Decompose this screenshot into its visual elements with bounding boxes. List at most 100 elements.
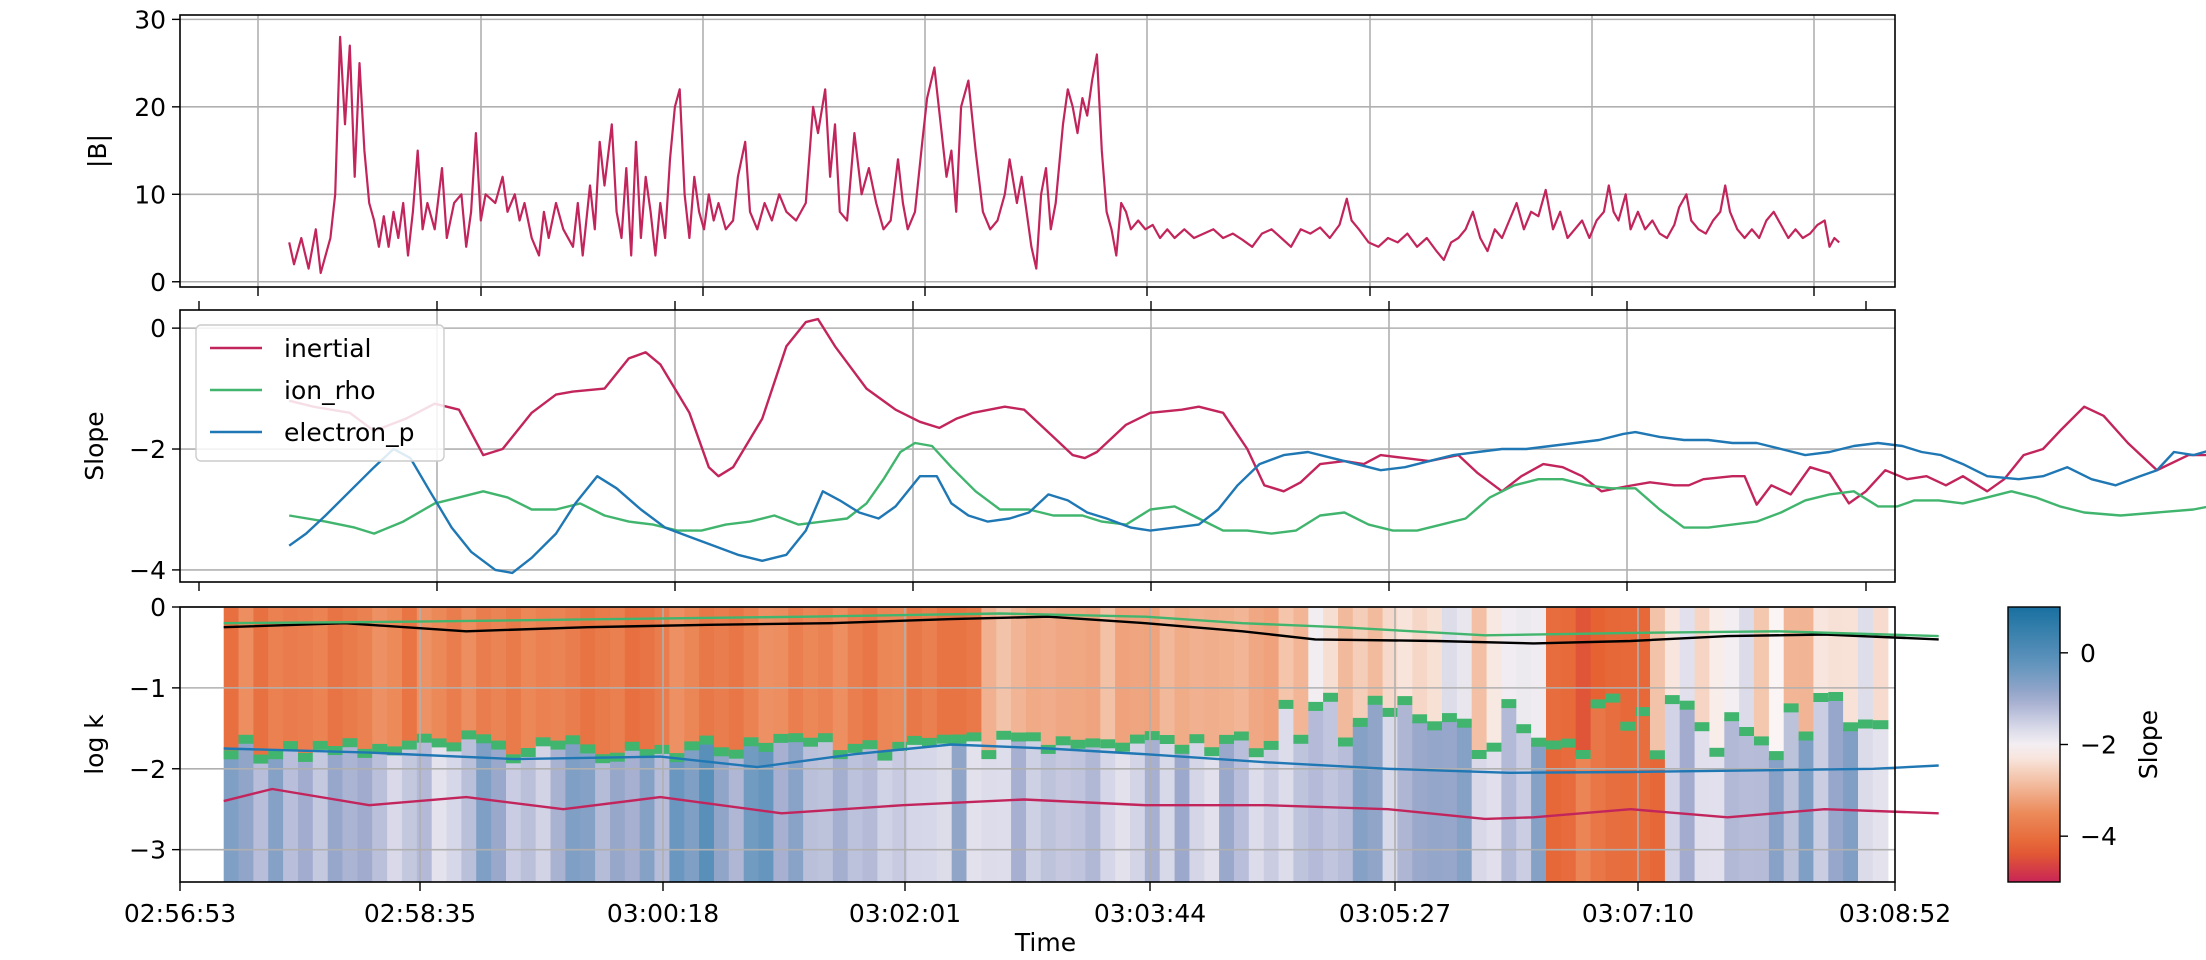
heatmap-cell-upper xyxy=(1768,607,1785,758)
heatmap-cell-lower xyxy=(357,754,373,882)
colorbar-tick-label-2: −4 xyxy=(2080,822,2117,851)
heatmap-break-marker xyxy=(1679,700,1696,710)
heatmap-break-marker xyxy=(1308,701,1324,711)
ylabel-p3: log k xyxy=(80,714,109,775)
heatmap-cell-upper xyxy=(283,607,299,748)
heatmap-cell-lower xyxy=(1501,705,1517,883)
heatmap-break-marker xyxy=(1709,747,1725,757)
heatmap-cell-lower xyxy=(1456,724,1473,883)
heatmap-cell-lower xyxy=(550,746,566,882)
ytick-label-p3-3: −3 xyxy=(129,836,166,865)
heatmap-cell-lower xyxy=(1516,730,1532,883)
axes-frame-p2 xyxy=(179,309,1896,583)
heatmap-cell-upper xyxy=(342,607,358,745)
heatmap-cell-upper xyxy=(1323,607,1339,699)
heatmap-cell-lower xyxy=(223,756,240,883)
heatmap-break-marker xyxy=(283,741,299,751)
heatmap-cell-lower xyxy=(506,760,522,883)
heatmap-cell-lower xyxy=(877,757,893,882)
colorbar-label: Slope xyxy=(2134,710,2163,779)
heatmap-break-marker xyxy=(1516,724,1532,734)
xtick-label-7: 03:08:52 xyxy=(1839,899,1951,928)
heatmap-break-marker xyxy=(431,738,448,748)
heatmap-cell-lower xyxy=(1189,740,1205,882)
heatmap-cell-lower xyxy=(1828,698,1844,883)
heatmap-cell-lower xyxy=(387,752,403,883)
heatmap-cell-upper xyxy=(1159,607,1176,741)
slope-line-ion_rho xyxy=(289,441,2206,535)
heatmap-cell-lower xyxy=(1635,713,1651,882)
heatmap-cell-lower xyxy=(966,738,982,883)
heatmap-cell-lower xyxy=(535,743,552,883)
heatmap-cell-upper xyxy=(1798,607,1815,738)
heatmap-cell-upper xyxy=(312,607,329,747)
heatmap-cell-lower xyxy=(1070,745,1087,883)
heatmap-cell-lower xyxy=(238,740,254,882)
heatmap-cell-lower xyxy=(402,746,418,882)
heatmap-cell-upper xyxy=(1590,607,1607,706)
heatmap-cell-lower xyxy=(327,752,344,883)
heatmap-cell-upper xyxy=(1040,607,1057,751)
legend: inertial ion_rho electron_p xyxy=(195,324,445,462)
heatmap-cell-lower xyxy=(1026,738,1042,882)
heatmap-break-marker xyxy=(743,737,760,747)
heatmap-break-marker xyxy=(1560,738,1577,748)
heatmap-break-marker xyxy=(1352,717,1369,727)
heatmap-cell-lower xyxy=(714,753,730,882)
heatmap-cell-upper xyxy=(1694,607,1711,729)
heatmap-break-marker xyxy=(312,740,329,750)
heatmap-cell-lower xyxy=(1546,746,1562,883)
heatmap-cell-lower xyxy=(773,739,789,882)
heatmap-cell-lower xyxy=(1694,728,1711,882)
heatmap-break-marker xyxy=(1367,695,1384,705)
heatmap-cell-upper xyxy=(1754,607,1770,743)
heatmap-cell-upper xyxy=(743,607,760,744)
heatmap-cell-upper xyxy=(684,607,700,748)
heatmap-cell-upper xyxy=(1115,607,1131,749)
heatmap-cell-lower xyxy=(253,760,269,882)
heatmap-cell-lower xyxy=(728,755,745,883)
heatmap-cell-upper xyxy=(1828,607,1844,698)
heatmap-cell-lower xyxy=(951,740,968,883)
heatmap-cell-lower xyxy=(981,756,997,882)
heatmap-cell-upper xyxy=(669,607,685,760)
heatmap-cell-lower xyxy=(1338,743,1354,882)
overlay-line-1 xyxy=(223,612,1939,638)
heatmap-cell-lower xyxy=(1278,705,1295,883)
heatmap-cell-lower xyxy=(1664,701,1681,882)
heatmap-cell-lower xyxy=(1144,737,1161,883)
heatmap-cell-lower xyxy=(922,743,938,883)
colorbar-tick-label-1: −2 xyxy=(2080,731,2117,760)
heatmap-break-marker xyxy=(877,751,893,761)
heatmap-break-marker xyxy=(387,746,403,756)
heatmap-cell-upper xyxy=(847,607,864,750)
heatmap-cell-lower xyxy=(610,758,626,883)
heatmap-cell-upper xyxy=(1100,607,1116,746)
heatmap-cell-lower xyxy=(416,739,433,883)
xtick-label-1: 02:58:35 xyxy=(364,899,476,928)
heatmap-break-marker xyxy=(996,730,1012,740)
heatmap-cell-lower xyxy=(342,744,358,883)
b-magnitude-line xyxy=(288,35,1840,275)
heatmap-cell-upper xyxy=(1664,607,1681,702)
heatmap-break-marker xyxy=(1664,695,1681,705)
heatmap-break-marker xyxy=(1724,712,1740,722)
heatmap-break-marker xyxy=(461,730,477,740)
heatmap-cell-lower xyxy=(1204,753,1220,883)
heatmap-cell-upper xyxy=(610,607,626,759)
heatmap-break-marker xyxy=(1590,699,1607,709)
heatmap-cell-upper xyxy=(1293,607,1309,741)
heatmap-cell-upper xyxy=(580,607,596,751)
heatmap-cell-upper xyxy=(714,607,730,754)
heatmap-cell-upper xyxy=(758,607,774,749)
heatmap-cell-upper xyxy=(253,607,269,761)
heatmap-cell-lower xyxy=(461,736,477,883)
heatmap-break-marker xyxy=(1546,740,1562,750)
heatmap-break-marker xyxy=(565,735,581,745)
colorbar: 0 −2 −4 Slope xyxy=(2007,606,2163,883)
heatmap-cell-lower xyxy=(1872,726,1889,883)
heatmap-break-marker xyxy=(1055,736,1072,746)
heatmap-cell-lower xyxy=(1486,748,1503,883)
heatmap-break-marker xyxy=(1174,744,1191,754)
heatmap-break-marker xyxy=(639,749,656,759)
